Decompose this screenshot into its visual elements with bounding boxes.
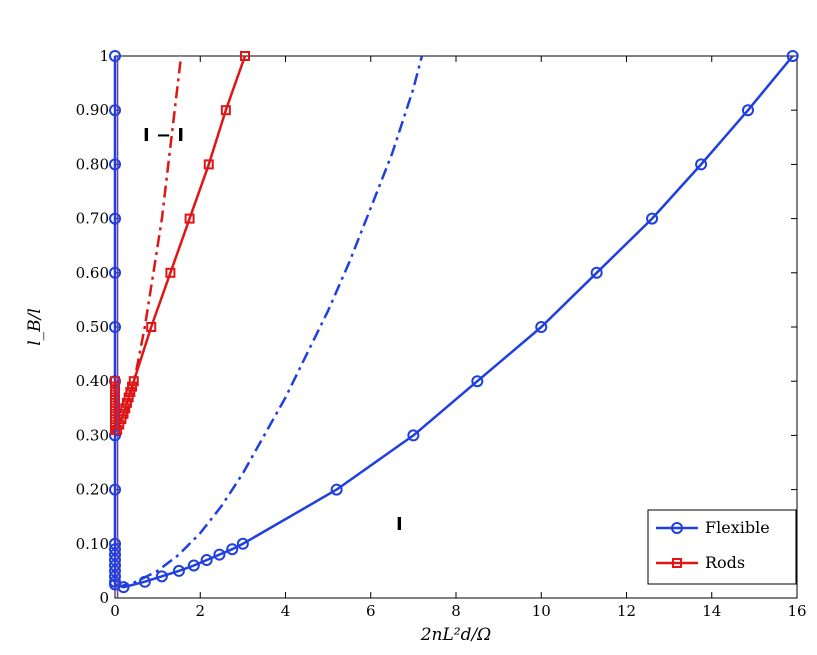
data-point-flexible	[109, 429, 121, 442]
y-tick-label: 0.10	[76, 535, 109, 553]
data-point-flexible	[407, 429, 420, 442]
x-tick-label: 10	[532, 602, 551, 620]
data-point-rods	[125, 387, 136, 398]
data-point-rods	[165, 267, 176, 278]
x-tick-label: 0	[110, 602, 120, 620]
data-point-flexible	[109, 321, 121, 333]
x-tick-label: 16	[787, 602, 806, 620]
data-point-flexible	[330, 483, 343, 496]
series-line-curve-3	[124, 55, 183, 420]
data-point-flexible	[155, 570, 168, 583]
y-tick-label: 1	[99, 47, 109, 65]
x-tick-label: 12	[617, 602, 636, 620]
data-point-rods	[220, 105, 231, 116]
y-tick-label: 0.50	[76, 318, 109, 336]
data-point-flexible	[236, 537, 249, 550]
data-point-rods	[110, 397, 120, 408]
data-point-flexible	[695, 158, 708, 171]
region-label-i: I	[396, 514, 403, 535]
plot-area	[114, 55, 798, 599]
data-point-rods	[121, 397, 132, 408]
x-tick-label: 8	[451, 602, 461, 620]
legend-label-flexible: Flexible	[705, 518, 770, 537]
data-point-flexible	[172, 564, 185, 577]
legend-label-rods: Rods	[705, 553, 745, 572]
data-point-flexible	[535, 321, 548, 333]
x-tick-label: 14	[702, 602, 721, 620]
data-point-rods	[110, 387, 120, 398]
data-point-flexible	[109, 483, 121, 496]
data-point-rods	[203, 159, 214, 170]
y-tick-label: 0.70	[76, 210, 109, 228]
data-point-flexible	[109, 104, 121, 117]
y-tick-label: 0.40	[76, 372, 109, 390]
y-tick-label: 0.30	[76, 426, 109, 444]
x-tick-label: 2	[195, 602, 205, 620]
legend-marker-rods	[672, 558, 682, 568]
region-label-i-i: I − I	[143, 125, 184, 146]
y-tick-label: 0.90	[76, 101, 109, 119]
data-point-flexible	[109, 570, 121, 583]
data-point-flexible	[646, 212, 659, 225]
data-point-flexible	[109, 212, 121, 225]
data-point-flexible	[741, 104, 754, 117]
data-point-rods	[184, 213, 195, 224]
y-axis-label: l_B/l	[25, 308, 45, 346]
legend-box	[647, 509, 797, 585]
series-line-curve-2	[116, 55, 424, 589]
x-tick-label: 4	[281, 602, 291, 620]
data-point-flexible	[187, 559, 200, 572]
legend: Flexible Rods	[647, 509, 797, 585]
x-tick-label: 6	[366, 602, 376, 620]
y-tick-label: 0	[99, 589, 109, 607]
data-point-rods	[110, 376, 120, 387]
y-tick-label: 0.60	[76, 264, 109, 282]
data-point-flexible	[786, 50, 799, 62]
y-tick-label: 0.20	[76, 481, 109, 499]
series-layer	[109, 50, 799, 598]
data-point-flexible	[226, 543, 239, 556]
data-point-rods	[110, 403, 120, 414]
data-point-rods	[110, 381, 120, 392]
data-point-flexible	[109, 50, 121, 62]
data-point-flexible	[590, 266, 603, 279]
data-point-flexible	[471, 375, 484, 388]
data-point-flexible	[109, 158, 121, 171]
y-tick-label: 0.80	[76, 155, 109, 173]
data-point-rods	[146, 322, 157, 332]
data-point-flexible	[213, 548, 226, 561]
data-point-rods	[110, 392, 120, 403]
data-point-rods	[114, 419, 125, 430]
data-point-flexible	[109, 266, 121, 279]
data-point-flexible	[200, 554, 213, 567]
legend-marker-flexible	[671, 522, 683, 534]
data-point-rods	[240, 51, 251, 61]
x-axis-label: 2nL²d/Ω	[420, 625, 492, 645]
data-point-rods	[120, 403, 131, 414]
axis-ticks: 0 2 4 6 8 10 12 14 16 0 0.10 0.20 0.30 0.40 0.50 0.60 0.…	[76, 47, 807, 620]
